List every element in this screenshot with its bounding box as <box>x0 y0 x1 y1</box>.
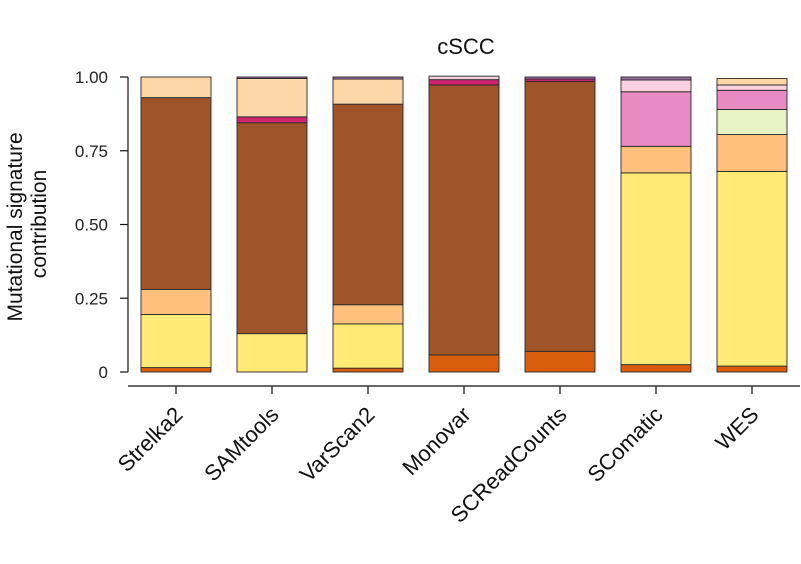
bar-segment <box>620 91 692 147</box>
bar-segment <box>620 79 692 93</box>
bar-segment <box>236 76 308 79</box>
bar-segment <box>524 80 596 352</box>
bar-segment <box>332 304 404 325</box>
bar-segment <box>332 367 404 373</box>
y-axis-label-line-2: contribution <box>28 170 51 279</box>
bar-segment <box>428 84 500 356</box>
y-tick-label: 0.75 <box>75 142 108 161</box>
bar-stack <box>524 76 596 373</box>
bar-stack <box>140 76 212 373</box>
x-tick-label: Monovar <box>397 402 475 480</box>
bar-segment <box>716 134 788 172</box>
bar-segment <box>236 122 308 335</box>
x-tick-label: SAMtools <box>199 402 283 486</box>
bar-segment <box>524 76 596 80</box>
bar-segment <box>236 333 308 373</box>
bar-segment <box>620 172 692 366</box>
bar-stack <box>428 75 500 373</box>
bar-segment <box>332 323 404 369</box>
bar-segment <box>140 97 212 290</box>
y-tick-label: 1.00 <box>75 68 108 87</box>
bar-segment <box>140 367 212 373</box>
y-axis-label-line-1: Mutational signature <box>4 132 27 321</box>
y-tick-label: 0.25 <box>75 289 108 308</box>
chart-title: cSCC <box>437 34 495 59</box>
stacked-bars <box>140 75 788 373</box>
bar-segment <box>140 314 212 369</box>
bar-stack <box>716 78 788 373</box>
bar-segment <box>428 354 500 373</box>
bar-segment <box>524 350 596 373</box>
bar-segment <box>428 75 500 81</box>
bar-segment <box>620 76 692 81</box>
y-tick-label: 0.50 <box>75 216 108 235</box>
bar-segment <box>716 78 788 86</box>
bar-segment <box>716 84 788 91</box>
bar-segment <box>236 78 308 118</box>
bar-segment <box>716 170 788 367</box>
bar-segment <box>140 288 212 315</box>
bar-segment <box>716 365 788 373</box>
bar-segment <box>716 108 788 135</box>
x-tick-label: VarScan2 <box>295 402 380 487</box>
bar-stack <box>236 76 308 373</box>
bar-segment <box>332 76 404 80</box>
x-axis: Strelka2 SAMtools VarScan2 MonovarSCReadCou… <box>113 385 800 528</box>
x-tick-label: WES <box>710 402 763 455</box>
bar-segment <box>332 78 404 105</box>
y-axis: 0 0.25 0.50 0.75 1.00 <box>75 68 129 382</box>
x-tick-label: Strelka2 <box>113 402 188 477</box>
x-tick-label: SComatic <box>582 402 667 487</box>
bar-segment <box>332 103 404 306</box>
bar-stack <box>620 76 692 373</box>
y-tick-label: 0 <box>99 363 108 382</box>
bar-segment <box>716 89 788 110</box>
bar-segment <box>140 76 212 99</box>
bar-segment <box>428 79 500 86</box>
bar-segment <box>236 116 308 124</box>
y-axis-label: Mutational signature contribution <box>4 127 51 322</box>
bar-segment <box>620 364 692 373</box>
bar-stack <box>332 76 404 373</box>
bar-segment <box>620 145 692 174</box>
